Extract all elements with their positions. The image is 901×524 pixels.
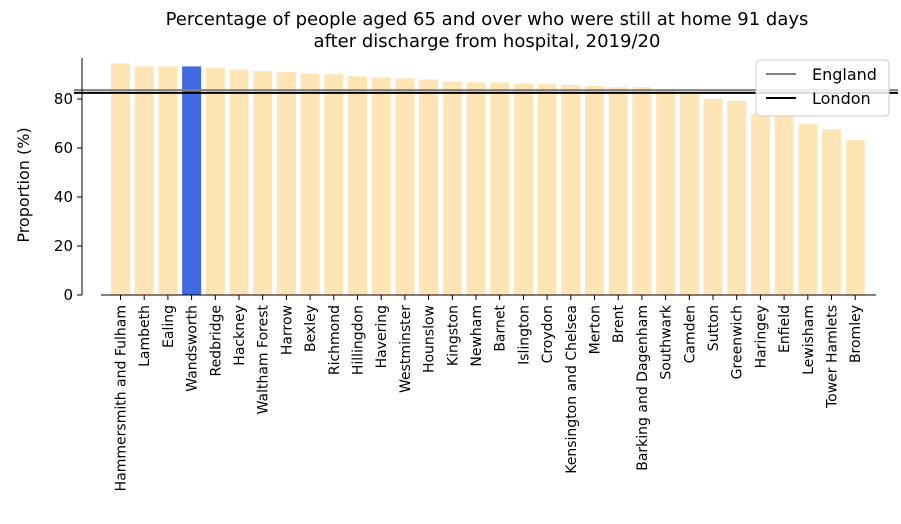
y-tick-label: 60 (54, 139, 73, 157)
bar (442, 81, 462, 295)
x-tick-label: Barnet (493, 304, 509, 351)
bar (703, 99, 723, 295)
bar (537, 84, 557, 296)
x-tick-label: Kingston (445, 305, 461, 366)
x-tick-label: Sutton (706, 305, 722, 351)
x-tick-label: Ealing (161, 305, 177, 348)
bar (585, 86, 604, 295)
bar (300, 73, 320, 296)
bar (276, 72, 296, 295)
bar (134, 66, 154, 295)
legend-london-label: London (812, 89, 871, 108)
x-tick-label: Brent (611, 304, 627, 343)
x-tick-label: Richmond (327, 305, 343, 375)
bar (205, 68, 225, 295)
bar (395, 78, 415, 295)
x-tick-label: Enfield (777, 305, 793, 353)
y-tick-label: 40 (54, 188, 73, 206)
bar (845, 139, 865, 295)
y-axis-label: Proportion (%) (14, 127, 33, 242)
y-tick-label: 0 (63, 286, 73, 304)
legend: England London (755, 59, 890, 117)
bar (513, 83, 533, 295)
bar (348, 76, 367, 295)
bar (632, 87, 652, 296)
bar (822, 129, 841, 295)
x-tick-label: Newham (469, 305, 485, 367)
bar (750, 113, 770, 295)
bar (656, 90, 676, 295)
bar (253, 71, 273, 295)
bar (490, 82, 510, 296)
x-tick-label: Lewisham (801, 305, 817, 375)
x-tick-label: Hammersmith and Fulham (114, 305, 130, 491)
y-tick-label: 80 (54, 90, 73, 108)
bar (774, 114, 794, 295)
x-tick-label: Havering (374, 305, 390, 368)
x-tick-label: Wandsworth (185, 305, 201, 392)
x-tick-label: Westminster (398, 305, 414, 393)
x-tick-label: Bromley (848, 305, 864, 363)
x-tick-label: Tower Hamlets (825, 305, 841, 409)
y-axis: 0 20 40 60 80 (54, 58, 83, 304)
x-tick-label: Lambeth (137, 305, 153, 367)
x-tick-label: Hillingdon (351, 305, 367, 375)
bar (371, 77, 391, 295)
bar (561, 85, 581, 295)
bar (608, 87, 628, 296)
bar (727, 100, 747, 296)
chart-title-line-2: after discharge from hospital, 2019/20 (314, 31, 661, 52)
bar (324, 74, 344, 295)
x-tick-label: Greenwich (730, 305, 746, 379)
x-tick-label: Harrow (279, 305, 295, 355)
bars-group (111, 63, 865, 296)
x-tick-label: Hackney (232, 305, 248, 366)
x-axis-tick-labels: Hammersmith and Fulham Lambeth Ealing Wands… (114, 295, 864, 491)
x-tick-label: Kensington and Chelsea (564, 305, 580, 474)
x-tick-label: Hounslow (422, 305, 438, 373)
bar (229, 69, 249, 295)
x-tick-label: Croydon (540, 305, 556, 363)
x-tick-label: Southwark (659, 304, 675, 379)
bar (111, 63, 130, 295)
bar (679, 92, 699, 295)
bar (466, 82, 486, 295)
y-tick-label: 20 (54, 237, 73, 255)
bar (419, 79, 439, 296)
bar (158, 66, 178, 295)
x-tick-label: Camden (682, 305, 698, 363)
legend-england-label: England (812, 65, 877, 84)
x-tick-label: Merton (588, 305, 604, 354)
x-tick-label: Waltham Forest (256, 305, 272, 415)
x-tick-label: Barking and Dagenham (635, 305, 651, 471)
chart-title-line-1: Percentage of people aged 65 and over wh… (166, 9, 809, 30)
x-tick-label: Islington (516, 305, 532, 365)
x-tick-label: Redbridge (208, 305, 224, 377)
bar (798, 123, 818, 296)
x-tick-label: Haringey (753, 305, 769, 368)
x-tick-label: Bexley (303, 305, 319, 352)
bar-highlighted (182, 66, 202, 295)
